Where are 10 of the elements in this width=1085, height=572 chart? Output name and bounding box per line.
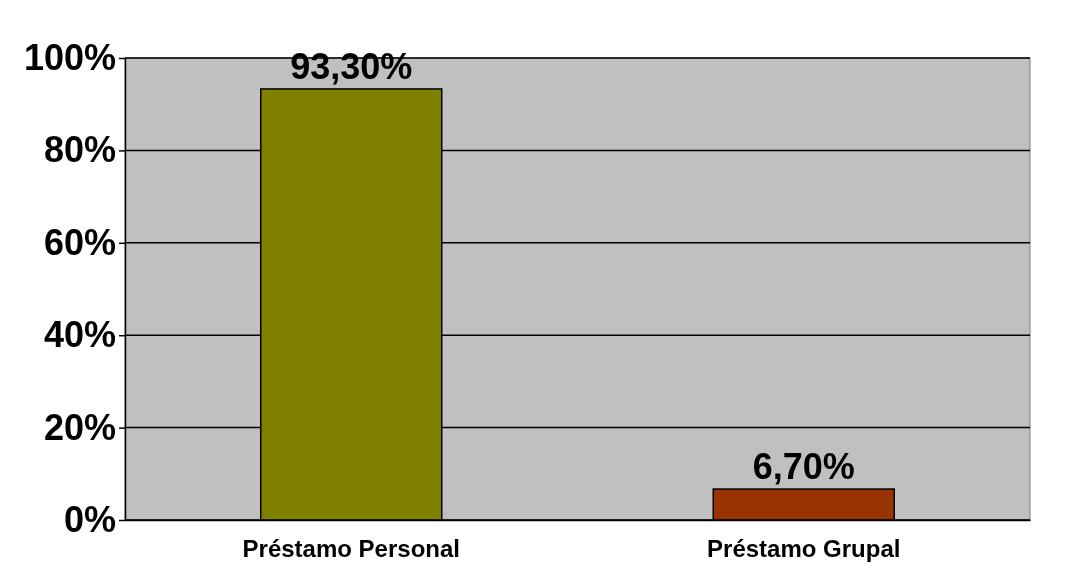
y-tick-label: 80% [43,129,116,171]
y-tick-label: 40% [43,314,116,356]
y-tick-label: 20% [43,406,116,448]
x-tick-label: Préstamo Personal [242,534,460,562]
y-tick-label: 100% [23,37,116,79]
data-label: 6,70% [752,446,855,488]
y-tick-label: 0% [63,499,116,541]
y-tick-label: 60% [43,221,116,263]
x-tick-label: Préstamo Grupal [707,534,901,562]
data-label: 93,30% [290,45,413,87]
